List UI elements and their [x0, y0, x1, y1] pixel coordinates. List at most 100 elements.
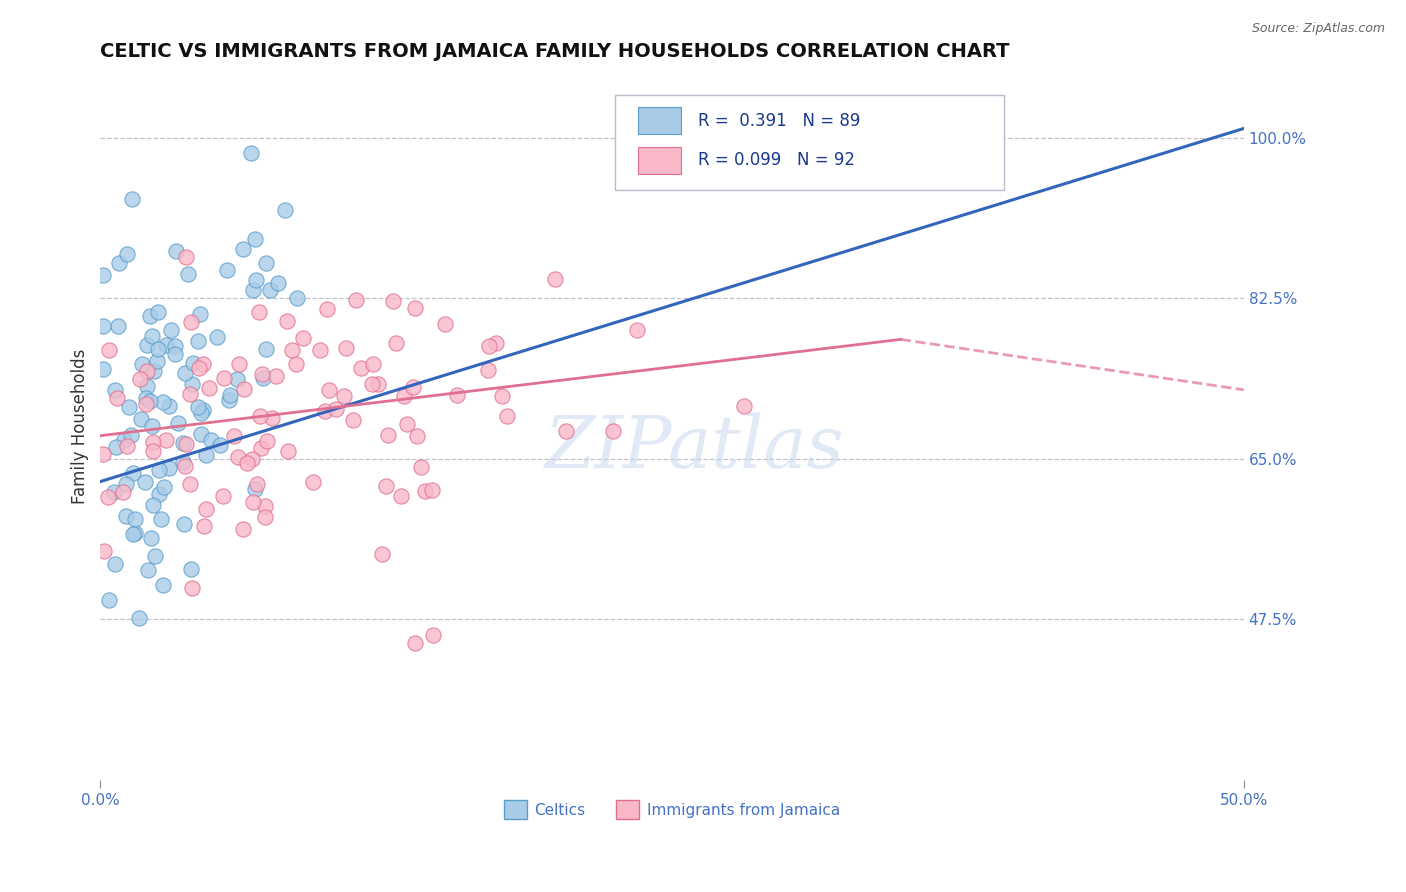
- Point: [135, 391, 157, 405]
- Point: [188, 307, 211, 321]
- Point: [97, 490, 120, 504]
- Point: [128, 611, 150, 625]
- Point: [91, 447, 114, 461]
- Point: [131, 357, 153, 371]
- Point: [262, 411, 284, 425]
- Point: [148, 487, 170, 501]
- Point: [226, 450, 249, 464]
- Point: [602, 425, 624, 439]
- Point: [491, 389, 513, 403]
- Point: [165, 244, 187, 258]
- Point: [146, 342, 169, 356]
- Point: [496, 409, 519, 423]
- Point: [190, 406, 212, 420]
- Point: [200, 433, 222, 447]
- Point: [150, 511, 173, 525]
- Point: [143, 364, 166, 378]
- Point: [446, 387, 468, 401]
- Point: [172, 436, 194, 450]
- Point: [173, 516, 195, 531]
- Point: [193, 519, 215, 533]
- Point: [253, 510, 276, 524]
- FancyBboxPatch shape: [638, 107, 682, 134]
- Point: [333, 389, 356, 403]
- Point: [249, 409, 271, 424]
- Point: [187, 334, 209, 349]
- Point: [198, 381, 221, 395]
- Point: [146, 305, 169, 319]
- Text: R = 0.099   N = 92: R = 0.099 N = 92: [699, 152, 855, 169]
- Point: [181, 582, 204, 596]
- FancyBboxPatch shape: [638, 147, 682, 174]
- Point: [301, 475, 323, 489]
- Point: [247, 305, 270, 319]
- Point: [236, 456, 259, 470]
- Point: [146, 353, 169, 368]
- Point: [413, 484, 436, 499]
- Point: [121, 192, 143, 206]
- Point: [396, 417, 419, 431]
- Point: [382, 294, 405, 309]
- Legend: Celtics, Immigrants from Jamaica: Celtics, Immigrants from Jamaica: [498, 794, 846, 825]
- Point: [141, 328, 163, 343]
- Point: [276, 314, 298, 328]
- Point: [142, 499, 165, 513]
- Point: [250, 367, 273, 381]
- Point: [406, 429, 429, 443]
- Point: [344, 293, 367, 307]
- Point: [404, 301, 426, 315]
- Point: [544, 272, 567, 286]
- Point: [280, 343, 302, 357]
- Point: [105, 391, 128, 405]
- Point: [195, 448, 218, 462]
- Point: [187, 361, 209, 376]
- Point: [115, 247, 138, 261]
- Point: [267, 277, 290, 291]
- Point: [112, 433, 135, 447]
- Point: [136, 364, 159, 378]
- Point: [228, 357, 250, 371]
- Point: [187, 400, 209, 414]
- Point: [172, 455, 194, 469]
- Point: [122, 526, 145, 541]
- Point: [217, 263, 239, 277]
- Point: [256, 434, 278, 449]
- Point: [392, 389, 415, 403]
- Point: [374, 479, 396, 493]
- Point: [335, 341, 357, 355]
- Point: [141, 531, 163, 545]
- Point: [252, 371, 274, 385]
- Point: [291, 331, 314, 345]
- Point: [181, 377, 204, 392]
- Point: [411, 460, 433, 475]
- Point: [120, 428, 142, 442]
- Point: [152, 480, 174, 494]
- Point: [367, 376, 389, 391]
- Point: [218, 392, 240, 407]
- Point: [477, 363, 499, 377]
- Point: [242, 283, 264, 297]
- Point: [245, 273, 267, 287]
- Point: [478, 339, 501, 353]
- Point: [232, 522, 254, 536]
- Point: [98, 343, 121, 357]
- Point: [254, 343, 277, 357]
- Point: [194, 501, 217, 516]
- Point: [93, 544, 115, 558]
- Point: [193, 402, 215, 417]
- Point: [104, 557, 127, 571]
- Point: [155, 433, 177, 447]
- Point: [212, 371, 235, 385]
- Point: [180, 562, 202, 576]
- Point: [240, 452, 263, 467]
- Point: [165, 347, 187, 361]
- Point: [485, 336, 508, 351]
- Point: [111, 484, 134, 499]
- FancyBboxPatch shape: [614, 95, 1004, 190]
- Point: [626, 323, 648, 337]
- Point: [128, 372, 150, 386]
- Point: [315, 301, 337, 316]
- Point: [115, 476, 138, 491]
- Point: [148, 462, 170, 476]
- Point: [232, 243, 254, 257]
